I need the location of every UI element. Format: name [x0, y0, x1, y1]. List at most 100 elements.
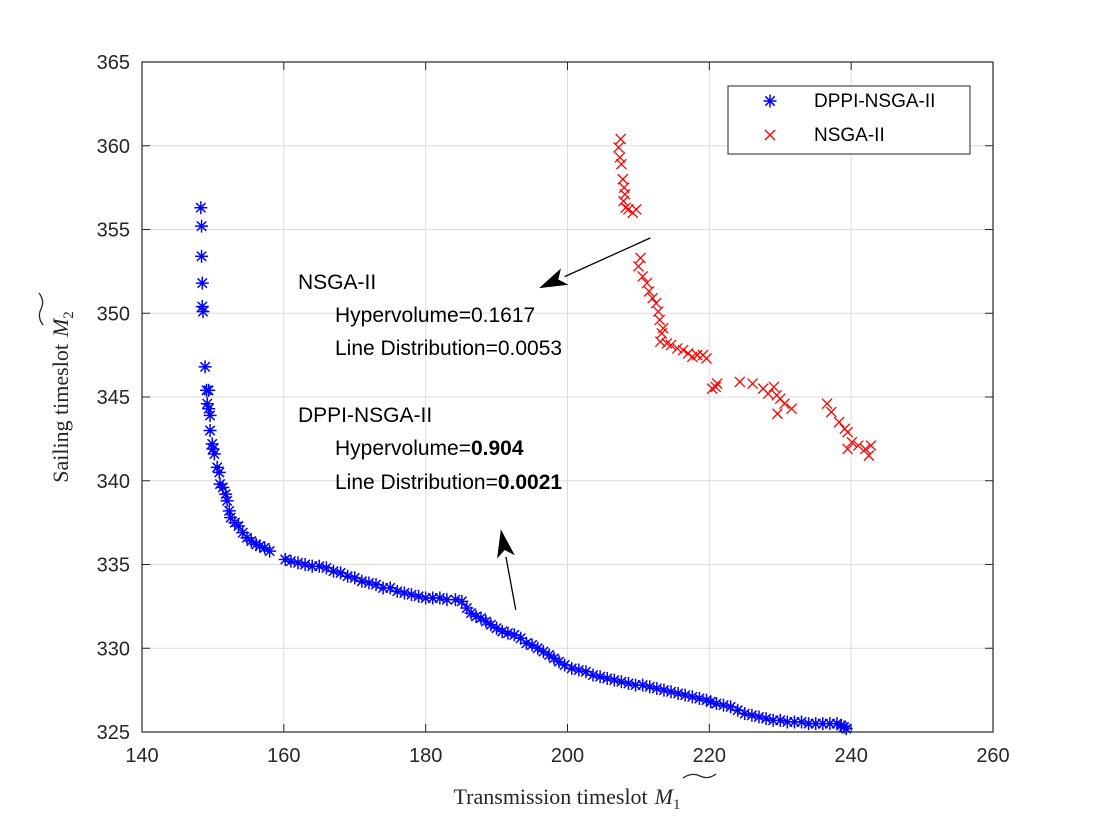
annotation-arrows	[497, 237, 651, 610]
annotation-nsga2-title: NSGA-II	[298, 271, 376, 294]
annotation-nsga2: NSGA-II Hypervolume=0.1617 Line Distribu…	[298, 271, 562, 360]
y-axis-label-group: Sailing timeslotM2	[38, 292, 77, 483]
dppi-point	[412, 589, 426, 603]
x-tick-label: 200	[551, 745, 584, 767]
nsga2-point	[852, 440, 864, 452]
dppi-point	[195, 219, 209, 233]
nsga2-point	[842, 426, 854, 438]
nsga2-point	[842, 443, 854, 455]
dppi-point	[745, 708, 759, 722]
annotation-arrow-1	[539, 237, 651, 289]
legend-marker-nsga2	[764, 129, 776, 141]
nsga2-point	[701, 353, 712, 364]
annotation-nsga2-line-distribution: Line Distribution=0.0053	[335, 337, 562, 360]
dppi-point	[194, 201, 208, 215]
dppi-point	[198, 360, 212, 374]
nsga2-point	[637, 270, 649, 282]
y-axis-label-tilde	[38, 292, 44, 326]
dppi-point	[759, 712, 773, 726]
y-tick-label: 330	[97, 638, 130, 660]
nsga2-point	[618, 195, 629, 207]
nsga2-point	[677, 344, 689, 356]
dppi-point	[536, 645, 550, 659]
dppi-point	[231, 519, 245, 533]
dppi-point	[341, 569, 355, 583]
y-tick-label: 350	[97, 303, 130, 325]
x-axis-label: Transmission timeslot M1	[454, 784, 681, 813]
nsga2-point	[650, 297, 662, 309]
nsga2-point	[641, 277, 653, 289]
dppi-point	[196, 305, 210, 319]
y-tick-label: 335	[97, 555, 130, 577]
y-tick-label: 365	[97, 52, 130, 74]
nsga2-point	[615, 133, 627, 145]
x-tick-label: 160	[267, 745, 300, 767]
y-tick-label: 340	[97, 471, 130, 493]
legend-label-nsga2: NSGA-II	[814, 125, 885, 146]
x-tick-label: 140	[125, 745, 158, 767]
x-tick-label: 240	[834, 745, 867, 767]
series-nsga2	[613, 133, 877, 462]
dppi-point	[519, 636, 533, 650]
dppi-point	[678, 688, 692, 702]
nsga2-point	[747, 378, 759, 390]
annotation-dppi-line-distribution: Line Distribution=0.0021	[335, 471, 562, 494]
dppi-point	[552, 655, 566, 669]
nsga2-point	[710, 381, 722, 393]
y-tick-label: 360	[97, 136, 130, 158]
nsga2-point	[620, 202, 632, 214]
nsga2-point	[833, 416, 845, 428]
annotation-nsga2-hypervolume: Hypervolume=0.1617	[335, 304, 535, 327]
dppi-point	[278, 552, 292, 566]
dppi-point	[495, 625, 509, 638]
nsga2-point	[630, 203, 642, 215]
dppi-point	[203, 424, 217, 437]
nsga2-point	[647, 292, 659, 304]
dppi-point	[334, 566, 348, 580]
annotation-dppi-title: DPPI-NSGA-II	[298, 404, 432, 427]
series-dppi-nsga2	[194, 201, 853, 736]
dppi-point	[203, 408, 217, 422]
nsga2-point	[613, 141, 625, 153]
nsga2-point	[859, 443, 871, 455]
y-tick-label: 355	[97, 220, 130, 242]
dppi-point	[525, 638, 539, 652]
nsga2-point	[615, 158, 627, 170]
dppi-point	[600, 671, 614, 685]
dppi-point	[263, 544, 277, 558]
nsga2-point	[771, 408, 783, 420]
nsga2-point	[821, 398, 833, 410]
x-tick-label: 180	[409, 745, 442, 767]
x-tick-label: 220	[693, 745, 726, 767]
nsga2-point	[643, 286, 655, 297]
nsga2-point	[734, 376, 746, 388]
dppi-point	[565, 661, 579, 675]
dppi-point	[220, 494, 234, 508]
annotation-arrow-2	[497, 529, 517, 610]
dppi-point	[202, 383, 216, 397]
nsga2-point	[825, 406, 837, 418]
legend: DPPI-NSGA-II NSGA-II	[727, 85, 971, 155]
nsga2-point	[846, 436, 858, 448]
nsga2-point	[635, 252, 647, 264]
dppi-point	[207, 447, 221, 461]
nsga2-point	[768, 381, 780, 393]
legend-label-dppi: DPPI-NSGA-II	[814, 91, 935, 112]
dppi-point	[195, 276, 209, 290]
nsga2-point	[863, 450, 875, 462]
nsga2-point	[691, 349, 703, 361]
legend-marker-dppi	[763, 94, 777, 108]
nsga2-point	[711, 378, 723, 390]
nsga2-point	[665, 339, 677, 351]
dppi-point	[738, 707, 752, 721]
legend-box	[727, 85, 971, 155]
y-tick-label: 345	[97, 387, 130, 409]
nsga2-point	[865, 440, 877, 452]
dppi-point	[195, 249, 209, 263]
nsga2-point	[654, 314, 666, 326]
annotation-dppi-hypervolume: Hypervolume=0.904	[335, 437, 524, 460]
nsga2-point	[762, 388, 774, 400]
axis-ticks: 140 160 180 200 220 240 260 325 330 335 340 345 350 3…	[97, 52, 1010, 767]
dppi-point	[212, 465, 226, 479]
